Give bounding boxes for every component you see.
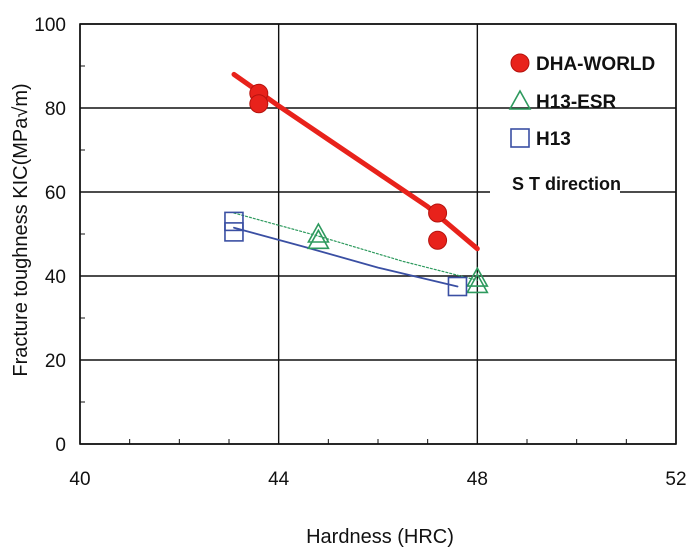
- data-point-dha-world-2: [428, 203, 448, 223]
- legend-label-h13-esr: H13-ESR: [536, 92, 617, 113]
- legend-marker-dha-world: [510, 53, 530, 73]
- plot-frame: [79, 23, 677, 445]
- y-tick-label-1: 20: [45, 351, 66, 372]
- legend-marker-h13-esr: [508, 89, 532, 110]
- y-axis-title: Fracture toughness KIC(MPa√m): [10, 83, 32, 376]
- y-tick-labels: 0 20 40 60 80 100: [34, 15, 66, 456]
- legend-label-dha-world: DHA-WORLD: [536, 54, 655, 75]
- x-tick-label-0: 40: [69, 469, 90, 490]
- legend-label-h13: H13: [536, 129, 571, 150]
- data-point-dha-world-3: [428, 230, 448, 250]
- data-point-h13-esr-3: [465, 272, 489, 294]
- data-point-h13-esr-2: [465, 266, 489, 287]
- y-tick-label-5: 100: [34, 15, 66, 36]
- data-point-h13-2: [447, 276, 468, 297]
- legend-marker-h13: [510, 128, 530, 148]
- minor-ticks: [80, 65, 627, 444]
- x-axis-title: Hardness (HRC): [306, 526, 454, 548]
- data-point-h13-0: [224, 211, 244, 232]
- trend-line-h13: [233, 226, 459, 288]
- x-tick-labels: 40 44 48 52: [69, 469, 686, 490]
- y-tick-label-2: 40: [45, 267, 66, 288]
- data-point-h13-esr-1: [307, 228, 330, 250]
- y-tick-label-0: 0: [55, 435, 66, 456]
- grid: [79, 23, 677, 445]
- annotation-st-direction: S T direction: [512, 174, 621, 194]
- x-tick-label-1: 44: [268, 469, 290, 490]
- x-tick-label-2: 48: [467, 469, 488, 490]
- annotation-background: [490, 170, 620, 196]
- y-tick-label-4: 80: [45, 99, 66, 120]
- data-point-h13-1: [224, 222, 244, 242]
- data-point-dha-world-1: [249, 94, 269, 114]
- x-tick-label-3: 52: [665, 469, 686, 490]
- legend: DHA-WORLD H13-ESR H13: [508, 53, 655, 150]
- data-point-h13-esr-0: [307, 222, 330, 243]
- data-points: [224, 83, 489, 297]
- trend-lines: [231, 71, 480, 288]
- trend-line-h13-esr: [233, 212, 478, 281]
- y-tick-label-3: 60: [45, 183, 66, 204]
